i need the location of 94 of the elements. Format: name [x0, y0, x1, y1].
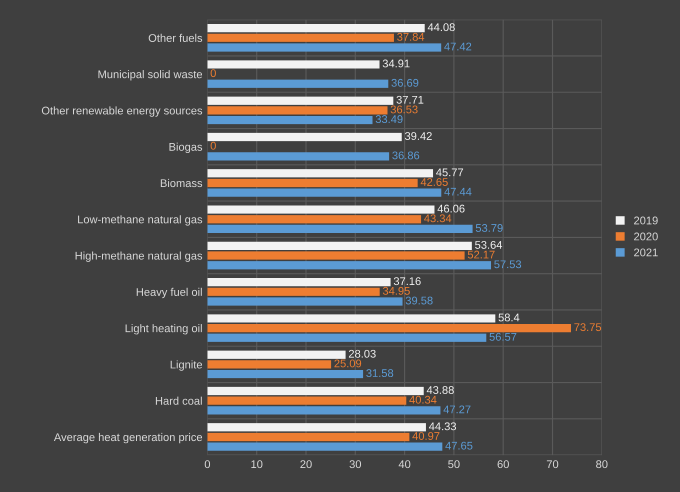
x-tick-label: 80 [596, 460, 608, 468]
bar [207, 386, 424, 396]
bar [207, 278, 391, 286]
bar [207, 178, 418, 188]
bar [207, 334, 486, 342]
bar [207, 251, 465, 260]
legend-label: 2019 [634, 216, 658, 224]
data-label: 43.34 [424, 214, 452, 222]
bar [207, 406, 440, 414]
bar [207, 96, 394, 105]
data-label: 47.42 [444, 42, 472, 50]
data-label: 52.17 [468, 250, 495, 259]
bar [207, 297, 403, 306]
x-tick-label: 10 [251, 460, 262, 468]
bar [207, 432, 410, 442]
x-tick-label: 70 [546, 460, 558, 468]
data-label: 53.64 [475, 240, 502, 249]
x-tick-label: 30 [350, 460, 362, 468]
legend-label: 2020 [634, 232, 658, 240]
x-tick-label: 0 [204, 460, 210, 468]
y-tick-label: Light heating oil [126, 324, 202, 334]
data-label: 37.84 [397, 32, 424, 41]
data-label: 39.42 [404, 132, 432, 140]
data-label: 40.97 [412, 432, 440, 440]
data-label: 47.27 [443, 405, 470, 414]
data-label: 45.77 [436, 168, 464, 176]
data-label: 37.71 [396, 96, 424, 104]
y-tick-label: Average heat generation price [54, 432, 202, 444]
data-label: 28.03 [348, 350, 376, 358]
y-tick-label: Other renewable energy sources [42, 106, 202, 117]
data-label: 43.88 [426, 386, 454, 394]
data-label: 73.75 [574, 323, 602, 332]
y-tick-label: Municipal solid waste [98, 70, 202, 80]
bar [207, 116, 373, 124]
legend-label: 2021 [634, 248, 658, 256]
data-label: 39.58 [406, 296, 433, 304]
data-label: 44.08 [428, 23, 455, 32]
y-tick-label: Other fuels [148, 34, 202, 42]
bar [207, 396, 406, 405]
bar [207, 34, 394, 42]
bar [207, 80, 388, 88]
x-tick-label: 50 [448, 460, 460, 468]
bar [207, 43, 442, 52]
bar [207, 288, 380, 296]
data-label: 47.65 [445, 442, 472, 450]
data-label: 44.33 [428, 422, 456, 430]
bar [207, 132, 402, 142]
x-tick-label: 40 [398, 460, 410, 468]
x-tick-label: 60 [498, 460, 509, 468]
data-label: 56.57 [490, 332, 516, 341]
data-label: 37.16 [394, 277, 421, 286]
bar [207, 215, 422, 224]
bar [207, 324, 571, 332]
data-label: 34.95 [382, 286, 410, 295]
y-tick-label: Biogas [169, 142, 202, 154]
bar [207, 205, 434, 214]
data-label: 42.65 [420, 178, 448, 186]
bar [207, 60, 380, 69]
bar [207, 106, 388, 115]
bar [207, 423, 426, 432]
bar [207, 24, 425, 32]
y-tick-label: Hard coal [156, 396, 202, 405]
bar [207, 350, 346, 359]
bar [207, 442, 442, 451]
data-label: 57.53 [494, 260, 522, 268]
bar [207, 261, 492, 270]
bar [207, 314, 496, 323]
bar [207, 152, 390, 160]
y-tick-label: Lignite [170, 360, 202, 371]
y-tick-label: Low-methane natural gas [78, 215, 202, 226]
data-label: 34.91 [382, 60, 410, 68]
data-label: 53.79 [476, 224, 503, 232]
data-label: 36.53 [390, 106, 418, 114]
y-tick-label: High-methane natural gas [76, 252, 202, 262]
data-label: 40.34 [409, 396, 437, 404]
y-tick-label: Biomass [160, 178, 202, 188]
data-label: 0 [210, 142, 216, 150]
data-label: 58.4 [498, 314, 520, 322]
data-label: 33.49 [376, 115, 403, 124]
data-label: 25.09 [334, 360, 362, 368]
data-label: 31.58 [366, 369, 394, 378]
data-label: 36.86 [392, 151, 420, 160]
bar [207, 242, 472, 250]
bar [207, 360, 332, 368]
bar [207, 169, 434, 178]
x-tick-label: 20 [300, 460, 312, 468]
data-label: 36.69 [391, 78, 418, 87]
bar [207, 188, 442, 197]
bar [207, 224, 473, 234]
data-label: 47.44 [444, 188, 472, 196]
data-label: 46.06 [438, 204, 465, 213]
bar [207, 370, 364, 378]
data-label: 0 [210, 69, 216, 78]
y-tick-label: Heavy fuel oil [136, 288, 202, 298]
